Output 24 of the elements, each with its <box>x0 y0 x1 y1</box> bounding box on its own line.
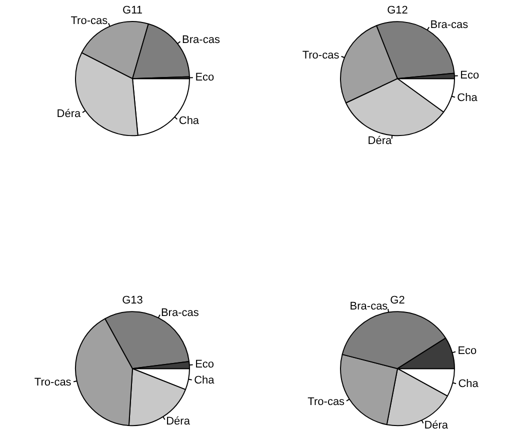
slice-label: Tro-cas <box>308 396 346 408</box>
chart-title: G11 <box>122 4 142 17</box>
slice-label: Déra <box>424 419 449 432</box>
slice-label: Bra-cas <box>160 306 200 319</box>
slice-label: Bra-cas <box>430 19 469 32</box>
slice-label: Tro-cas <box>70 15 108 28</box>
slice-label: Eco <box>195 72 214 84</box>
slice-label: Déra <box>56 108 82 120</box>
slice-label: Tro-cas <box>302 50 340 62</box>
slice-label: Cha <box>458 378 480 390</box>
slice-label: Déra <box>166 416 191 428</box>
chart-title: G12 <box>387 4 408 17</box>
chart-title: G13 <box>122 294 143 307</box>
slice-label: Déra <box>368 135 392 148</box>
slice-label: Bra-cas <box>350 300 388 313</box>
slice-label: Eco <box>460 70 480 82</box>
slice-label: Cha <box>178 114 200 127</box>
slice-label: Cha <box>457 92 478 104</box>
slice-label: Cha <box>194 374 216 386</box>
slice-label: Bra-cas <box>182 34 220 46</box>
slice-label: Tro-cas <box>34 376 72 388</box>
slice-label: Eco <box>195 358 214 371</box>
chart-title: G2 <box>390 294 405 307</box>
slice-label: Eco <box>458 345 477 358</box>
